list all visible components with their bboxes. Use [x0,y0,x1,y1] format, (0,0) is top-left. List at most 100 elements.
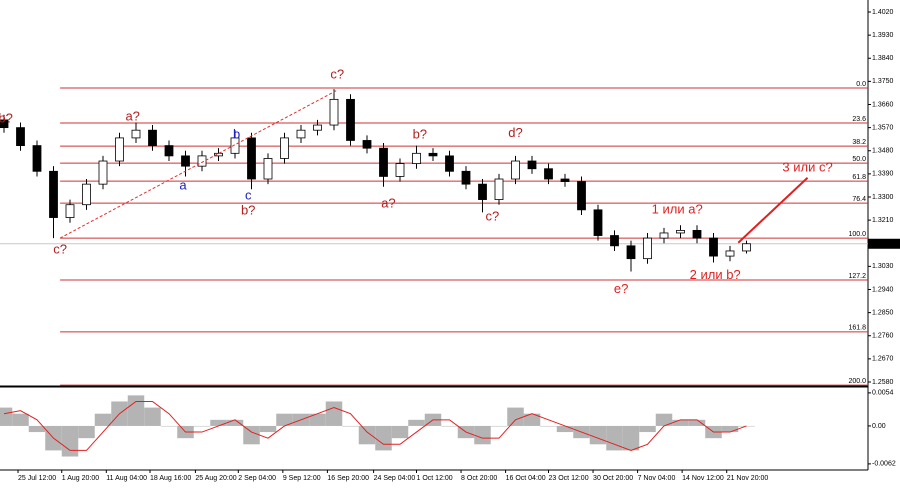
fib-level-label: 100.0 [848,231,866,238]
wave-label: c [245,187,252,202]
fib-level-label: 161.8 [848,325,866,332]
wave-label: b [233,126,240,141]
x-tick-label: 9 Sep 12:00 [283,475,321,482]
x-tick-label: 25 Jul 12:00 [18,475,56,482]
x-tick-label: 16 Sep 20:00 [327,475,369,482]
fib-level-label: 38.2 [852,139,866,146]
last-price-box [868,238,900,249]
y-tick-label: 1.3660 [872,101,894,108]
y-tick-label: 1.3570 [872,124,894,131]
candle-body [742,243,751,252]
candle-body [329,98,339,126]
histogram-bar [639,425,656,433]
candle-body [247,137,256,180]
histogram-bar [160,425,178,427]
histogram-bar [0,407,13,426]
y-tick-label: 1.2940 [872,286,894,293]
wave-label: a? [381,196,395,211]
candle-body [577,181,586,211]
wave-label: b? [241,203,255,218]
x-tick-label: 8 Oct 20:00 [461,475,497,482]
y-tick-label: 1.3930 [872,32,894,39]
candle-body [115,137,124,162]
histogram-bar [127,395,145,426]
y-tick-label: 1.2850 [872,309,894,316]
candle-body [379,147,388,177]
x-tick-label: 16 Oct 04:00 [506,475,546,482]
candle-body [313,124,322,131]
histogram-bar [342,425,359,427]
histogram-bar [622,425,640,451]
wave-label: 3 или c? [782,160,832,175]
x-tick-label: 18 Aug 16:00 [150,475,191,482]
y-tick-label: 1.3840 [872,55,894,62]
candle-body [280,137,289,159]
projection-line [737,176,809,244]
fib-level-label: 50.0 [852,156,866,163]
y-tick-label: 1.2670 [872,356,894,363]
histogram-bar [193,425,211,427]
candle-body [544,168,553,180]
y-tick-label: 1.3750 [872,78,894,85]
candle-body [692,229,702,239]
histogram-bar [688,419,706,426]
signal-line [3,400,747,451]
y-tick-label: 1.3480 [872,148,894,155]
wave-label: d? [508,125,522,140]
candle-body [131,129,141,139]
histogram-bar [375,425,392,451]
candle-body [346,98,355,141]
fib-level-label: 23.6 [852,116,866,123]
y-tick-label: 1.2760 [872,333,894,340]
histogram-bar [210,419,227,426]
candle-body [593,209,603,236]
x-tick-label: 14 Nov 12:00 [682,475,724,482]
candle-body [511,160,520,180]
candle-body [643,237,652,260]
candle-body [428,152,438,157]
candle-body [626,245,636,260]
candle-body [725,250,735,257]
candle-body [197,155,207,167]
y-tick-label: 0.00 [872,423,886,430]
wave-label: a? [125,108,139,123]
candle-body [263,158,273,180]
wave-label: c? [486,209,500,224]
histogram-bar [540,425,557,427]
histogram-bar [61,425,79,457]
histogram-bar [309,413,326,426]
histogram-bar [243,425,260,445]
histogram-bar [94,413,112,426]
histogram-bar [655,413,673,426]
fib-level-label: 127.2 [848,273,866,280]
histogram-bar [12,413,29,426]
y-tick-label: 1.3030 [872,263,894,270]
candle-body [16,127,25,147]
candle-body [98,160,108,185]
histogram-bar [441,425,458,427]
x-tick-label: 1 Oct 12:00 [417,475,453,482]
candle-body [296,129,306,139]
histogram-bar [144,407,161,426]
wave-label: c? [53,241,67,256]
y-tick-label: 1.3210 [872,217,894,224]
x-tick-label: 7 Nov 04:00 [638,475,676,482]
candle-body [164,145,174,157]
last-price-label: 1.3118 [872,241,893,248]
wave-label: c? [330,66,344,81]
y-tick-label: 1.2580 [872,379,894,386]
x-tick-label: 25 Aug 20:00 [195,475,236,482]
histogram-bar [589,425,607,445]
candle-body [610,235,619,247]
candle-body [82,183,91,206]
fib-level-label: 61.8 [852,174,866,181]
candle-body [709,237,718,257]
x-tick-label: 2 Sep 04:00 [238,475,276,482]
candle-body [412,152,421,164]
histogram-bar [672,419,689,426]
histogram-bar [721,425,739,433]
wave-label: b? [413,126,427,141]
histogram-bar [276,413,293,426]
